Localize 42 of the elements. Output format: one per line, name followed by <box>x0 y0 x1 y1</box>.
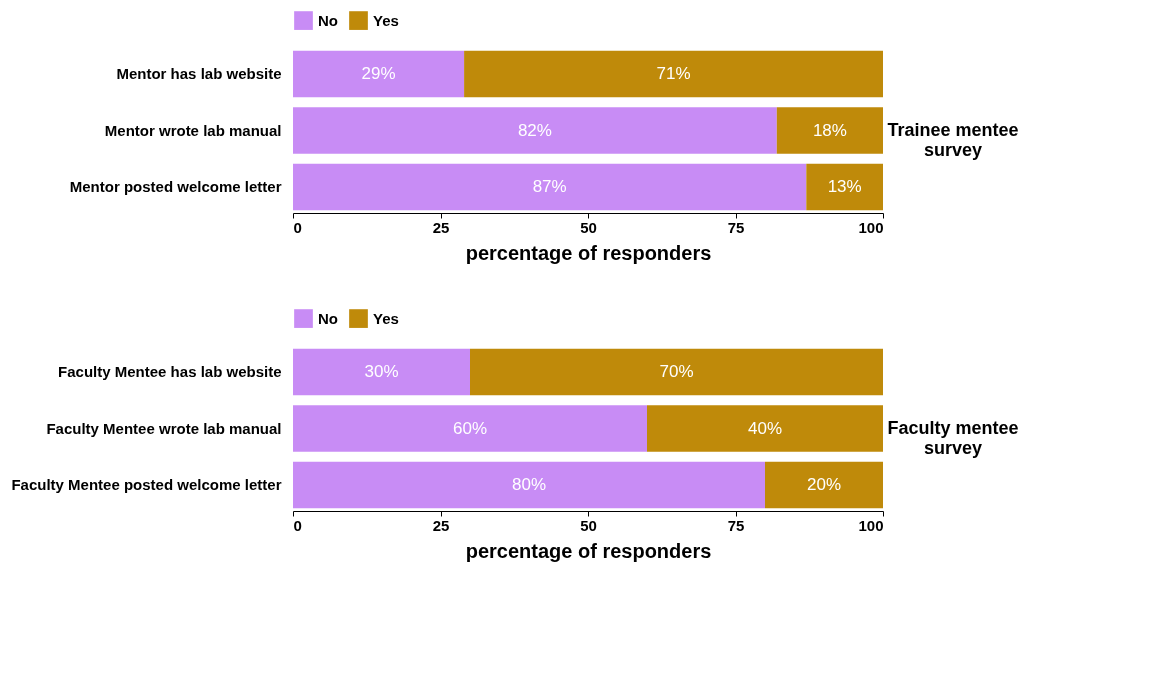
bar <box>293 50 465 98</box>
data-label: 40% <box>747 418 783 438</box>
y-tick-label: Faculty Mentee wrote lab manual <box>46 419 282 437</box>
x-tick-label: 75 <box>727 516 745 534</box>
data-label: 70% <box>659 361 694 381</box>
data-label: 18% <box>812 120 847 140</box>
bar <box>464 50 883 98</box>
data-label: 80% <box>511 475 547 495</box>
legend-label: No <box>318 11 338 29</box>
legend-label: No <box>318 309 338 327</box>
x-tick-label: 0 <box>293 218 302 236</box>
data-label: 30% <box>364 361 399 381</box>
x-tick-label: 50 <box>580 516 597 534</box>
data-label: 71% <box>656 63 691 83</box>
data-label: 82% <box>517 120 552 140</box>
data-label: 29% <box>361 63 396 83</box>
x-tick-label: 0 <box>293 516 302 534</box>
y-tick-label: Mentor wrote lab manual <box>104 121 282 139</box>
legend-label: Yes <box>373 309 399 327</box>
y-tick-label: Faculty Mentee posted welcome letter <box>11 476 282 494</box>
x-tick-label: 75 <box>727 218 745 236</box>
y-tick-label: Faculty Mentee has lab website <box>58 362 282 380</box>
bar <box>293 107 777 154</box>
data-label: 60% <box>452 418 488 438</box>
x-axis-title: percentage of responders <box>465 539 712 562</box>
bar <box>776 107 883 154</box>
y-tick-label: Mentor has lab website <box>116 64 282 82</box>
x-tick-label: 100 <box>858 516 884 534</box>
data-label: 13% <box>827 177 862 197</box>
bar <box>806 163 883 211</box>
data-label: 20% <box>806 475 842 495</box>
x-tick-label: 50 <box>580 218 597 236</box>
text: Trainee mentee survey <box>887 119 1019 160</box>
x-tick-label: 25 <box>432 218 450 236</box>
legend-label: Yes <box>373 11 399 29</box>
data-label: 87% <box>532 177 567 197</box>
text: Faculty mentee survey <box>887 417 1019 458</box>
bar <box>293 163 807 211</box>
x-tick-label: 25 <box>432 516 450 534</box>
x-tick-label: 100 <box>858 218 884 236</box>
y-tick-label: Mentor posted welcome letter <box>69 178 282 196</box>
x-axis-title: percentage of responders <box>465 241 712 264</box>
